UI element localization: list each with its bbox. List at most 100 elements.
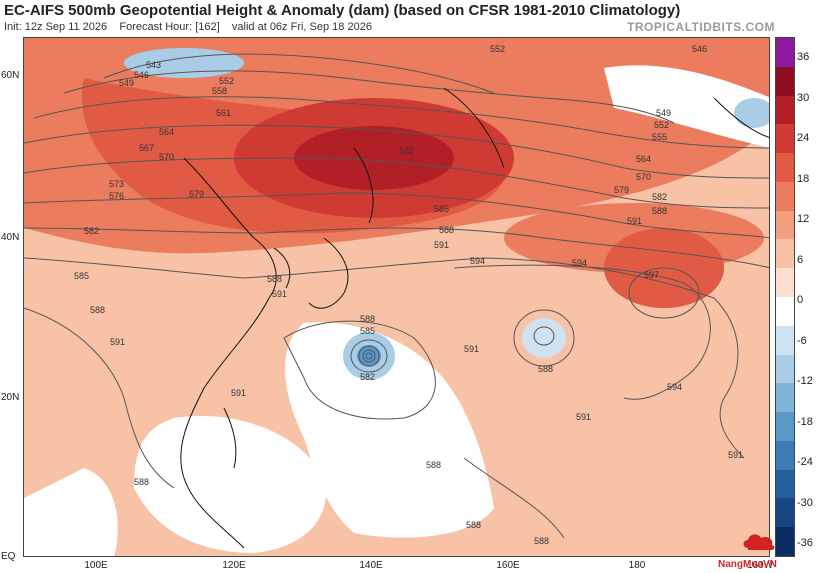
colorbar-tick-label: -6	[797, 334, 807, 347]
lon-label-140e: 140E	[359, 560, 383, 571]
contour-label: 582	[399, 146, 414, 156]
contour-594	[453, 264, 711, 400]
contour-label: 588	[267, 274, 282, 284]
contour-label: 543	[146, 60, 161, 70]
lat-label-eq: EQ	[1, 551, 16, 562]
lon-label-160e: 160E	[496, 560, 520, 571]
neutral-region-center	[285, 322, 494, 538]
contour-label: 585	[434, 204, 449, 214]
contour-591	[24, 257, 745, 459]
colorbar-tick-label: 24	[797, 132, 810, 144]
contour-label: 564	[159, 127, 174, 137]
lat-label-60n: 60N	[1, 70, 20, 81]
colorbar-swatch	[776, 354, 794, 384]
contour-555	[63, 70, 675, 124]
coast-philippines	[223, 407, 237, 469]
colorbar-swatch	[776, 181, 794, 211]
chart-title: EC-AIFS 500mb Geopotential Height & Anom…	[4, 2, 681, 19]
contour-label: 552	[219, 76, 234, 86]
colorbar-tick-label: -30	[797, 496, 813, 509]
lon-label-120e: 120E	[222, 560, 246, 571]
contour-label: 582	[360, 372, 375, 382]
contour-label: 588	[90, 305, 105, 315]
contour-label: 558	[212, 86, 227, 96]
contour-label: 552	[490, 44, 505, 54]
colorbar-tick-label: 0	[797, 294, 804, 306]
colorbar-tick-label: 12	[797, 213, 810, 225]
contour-label: 597	[644, 270, 659, 280]
subtitle: Init: 12z Sep 11 2026 Forecast Hour: [16…	[4, 21, 372, 33]
colorbar-swatch	[776, 66, 794, 96]
colorbar-swatch	[776, 412, 794, 442]
contour-label: 570	[159, 152, 174, 162]
contour-label: 576	[109, 191, 124, 201]
contour-585-east	[533, 326, 555, 346]
contour-label: 588	[466, 520, 481, 530]
colorbar-tick-label: -12	[797, 375, 813, 387]
watermark-logo: NangMuaVN	[718, 530, 808, 570]
coast-alaska	[713, 97, 769, 138]
watermark-text: NangMuaVN	[718, 559, 777, 570]
contour-label: 555	[652, 132, 667, 142]
contour-label-group: 543 546 549 552 558 561 564 567 570 573 …	[74, 44, 743, 546]
colorbar-tick-label: 6	[797, 253, 804, 266]
cloud-icon	[743, 534, 775, 550]
anomaly-band-30	[294, 126, 454, 190]
lat-label-40n: 40N	[1, 232, 20, 243]
contour-label: 588	[426, 460, 441, 470]
contour-label: 579	[614, 185, 629, 195]
contour-label: 549	[656, 108, 671, 118]
lon-label-180: 180	[628, 560, 646, 571]
contour-label: 549	[119, 78, 134, 88]
contour-ring-3	[365, 352, 373, 360]
contour-label: 588	[360, 314, 375, 324]
contour-549	[103, 53, 495, 94]
height-contours	[24, 53, 769, 539]
contour-label: 594	[572, 258, 587, 268]
contour-597	[628, 267, 700, 319]
contour-label: 591	[728, 450, 743, 460]
neutral-region-sw	[24, 468, 118, 556]
contour-label: 591	[627, 216, 642, 226]
colorbar-tick-label: -36	[797, 537, 813, 549]
colorbar-swatch	[776, 38, 794, 67]
colorbar-tick-label: 36	[797, 51, 810, 63]
contour-588-east	[513, 309, 575, 367]
coast-kamchatka	[443, 87, 505, 169]
coast-japan	[308, 237, 349, 309]
contour-label: 573	[109, 179, 124, 189]
contour-label: 561	[216, 108, 231, 118]
contour-573	[24, 157, 769, 209]
colorbar-swatch	[776, 95, 794, 125]
colorbar-swatch	[776, 153, 794, 183]
neutral-region-west	[134, 416, 326, 553]
contour-label: 585	[74, 271, 89, 281]
contour-label: 585	[360, 326, 375, 336]
contour-label: 582	[84, 226, 99, 236]
negative-anomaly-typhoon-core	[357, 345, 381, 367]
contour-label: 588	[652, 206, 667, 216]
contour-label: 582	[652, 192, 667, 202]
contour-label: 594	[667, 382, 682, 392]
lon-label-100e: 100E	[84, 560, 108, 571]
contour-label: 564	[636, 154, 651, 164]
height-anomaly-map: 543 546 549 552 558 561 564 567 570 573 …	[24, 38, 769, 556]
colorbar-tick-label: -18	[797, 415, 813, 428]
colorbar-tick-label: -24	[797, 456, 813, 468]
negative-anomaly-ne	[734, 98, 769, 128]
colorbar-swatch	[776, 210, 794, 240]
contour-label: 546	[692, 44, 707, 54]
coast-sakhalin	[353, 147, 374, 224]
coast-china	[180, 157, 277, 549]
neutral-region-ne	[604, 65, 769, 148]
contour-588-south	[463, 457, 565, 539]
colorbar-swatch	[776, 469, 794, 499]
contour-585	[24, 227, 769, 269]
colorbar-swatch	[776, 527, 794, 557]
contour-582	[350, 339, 388, 373]
contour-label: 588	[134, 477, 149, 487]
contour-ring-2	[362, 349, 376, 363]
contour-label: 546	[134, 70, 149, 80]
forecast-hour: Forecast Hour: [162]	[119, 21, 220, 33]
init-time: Init: 12z Sep 11 2026	[4, 21, 108, 33]
